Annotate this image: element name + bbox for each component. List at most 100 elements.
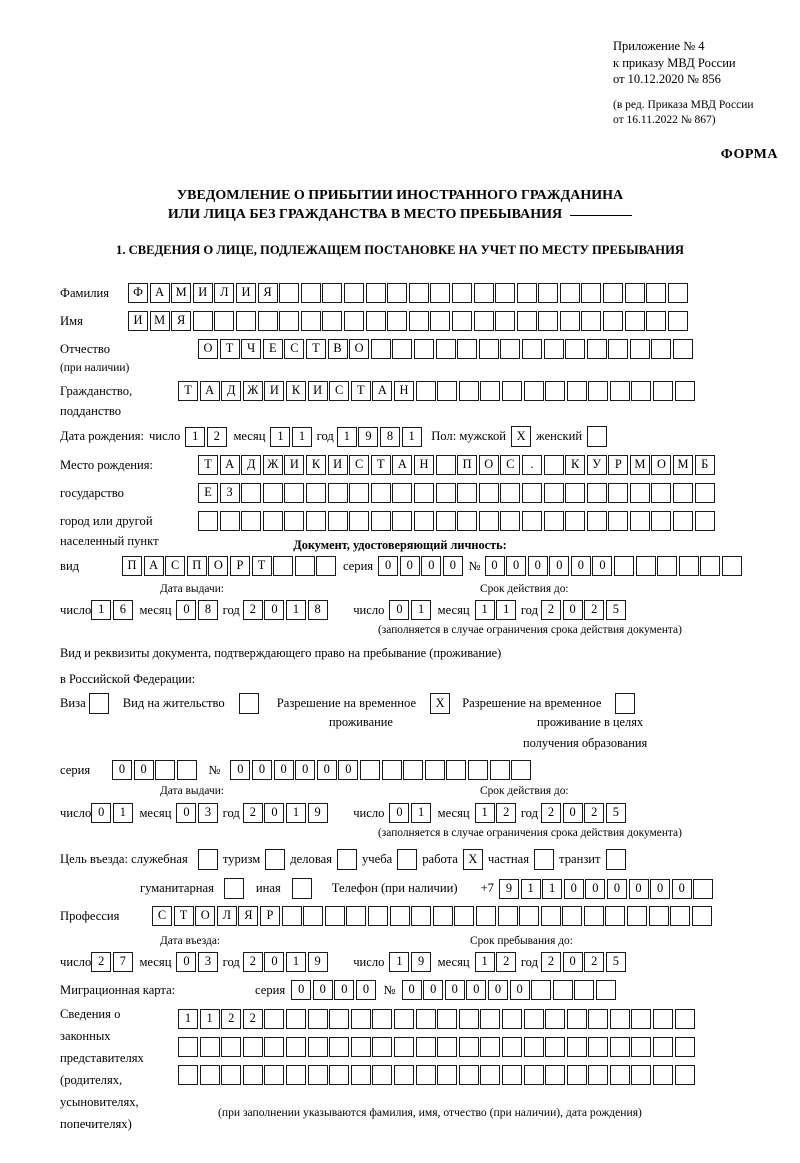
char-box[interactable]: 0 <box>487 980 508 1000</box>
char-box[interactable] <box>559 311 580 331</box>
char-box[interactable] <box>646 311 667 331</box>
char-box[interactable]: И <box>264 381 285 401</box>
char-box[interactable]: 1 <box>292 426 313 447</box>
char-box[interactable] <box>543 483 564 503</box>
char-box[interactable]: 2 <box>242 1009 263 1029</box>
char-box[interactable]: 0 <box>176 600 197 620</box>
char-box[interactable]: 0 <box>91 803 112 823</box>
char-box[interactable] <box>674 1009 695 1029</box>
char-box[interactable]: 1 <box>270 426 291 447</box>
char-box[interactable]: 0 <box>338 760 359 780</box>
char-box[interactable] <box>543 455 564 475</box>
char-box[interactable] <box>300 311 321 331</box>
char-box[interactable] <box>257 311 278 331</box>
char-box[interactable]: 1 <box>286 952 307 972</box>
char-box[interactable] <box>586 511 607 531</box>
char-box[interactable] <box>581 311 602 331</box>
char-box[interactable] <box>458 1009 479 1029</box>
char-box[interactable]: И <box>284 455 305 475</box>
char-box[interactable] <box>629 483 650 503</box>
char-box[interactable]: 0 <box>334 980 355 1000</box>
char-box[interactable] <box>609 381 630 401</box>
char-box[interactable] <box>392 339 413 359</box>
char-box[interactable] <box>653 1037 674 1057</box>
char-box[interactable] <box>458 381 479 401</box>
char-box[interactable]: 9 <box>307 952 328 972</box>
char-box[interactable]: Т <box>251 556 272 576</box>
char-box[interactable]: 0 <box>264 600 285 620</box>
char-box[interactable] <box>316 556 337 576</box>
purpose-other-checkbox[interactable] <box>291 878 312 899</box>
char-box[interactable]: 1 <box>496 600 517 620</box>
char-box[interactable] <box>327 511 348 531</box>
char-box[interactable]: 3 <box>198 803 219 823</box>
char-box[interactable] <box>516 283 537 303</box>
char-box[interactable]: 0 <box>563 878 584 899</box>
char-box[interactable]: А <box>372 381 393 401</box>
char-box[interactable] <box>673 339 694 359</box>
char-box[interactable]: 0 <box>230 760 251 780</box>
char-box[interactable] <box>566 1037 587 1057</box>
char-box[interactable] <box>430 283 451 303</box>
char-box[interactable] <box>473 311 494 331</box>
char-box[interactable] <box>545 1065 566 1085</box>
char-box[interactable]: 0 <box>264 952 285 972</box>
char-box[interactable] <box>566 1065 587 1085</box>
char-box[interactable] <box>305 511 326 531</box>
char-box[interactable] <box>565 511 586 531</box>
char-box[interactable] <box>674 1037 695 1057</box>
char-box[interactable] <box>500 511 521 531</box>
char-box[interactable] <box>631 1065 652 1085</box>
char-box[interactable] <box>437 1009 458 1029</box>
char-box[interactable] <box>192 311 213 331</box>
char-box[interactable] <box>415 381 436 401</box>
char-box[interactable] <box>284 511 305 531</box>
char-box[interactable] <box>674 1065 695 1085</box>
char-box[interactable] <box>511 760 532 780</box>
char-box[interactable] <box>631 381 652 401</box>
char-box[interactable] <box>566 381 587 401</box>
char-box[interactable] <box>475 906 496 926</box>
char-box[interactable]: А <box>392 455 413 475</box>
char-box[interactable] <box>285 1037 306 1057</box>
char-box[interactable]: О <box>349 339 370 359</box>
char-box[interactable]: Н <box>413 455 434 475</box>
char-box[interactable] <box>392 511 413 531</box>
char-box[interactable] <box>329 1037 350 1057</box>
char-box[interactable]: М <box>673 455 694 475</box>
char-box[interactable]: Л <box>214 283 235 303</box>
char-box[interactable]: 0 <box>316 760 337 780</box>
char-box[interactable]: Ф <box>128 283 148 303</box>
char-box[interactable] <box>583 906 604 926</box>
char-box[interactable] <box>155 760 176 780</box>
char-box[interactable]: 0 <box>562 952 583 972</box>
char-box[interactable]: 0 <box>509 980 530 1000</box>
char-box[interactable] <box>588 381 609 401</box>
char-box[interactable]: . <box>521 455 542 475</box>
char-box[interactable] <box>722 556 743 576</box>
char-box[interactable] <box>322 311 343 331</box>
char-box[interactable] <box>284 483 305 503</box>
char-box[interactable]: 1 <box>286 803 307 823</box>
char-box[interactable]: К <box>285 381 306 401</box>
char-box[interactable] <box>608 511 629 531</box>
char-box[interactable] <box>694 511 715 531</box>
char-box[interactable]: Ж <box>262 455 283 475</box>
temp-residence-edu-checkbox[interactable] <box>615 693 636 714</box>
char-box[interactable] <box>300 283 321 303</box>
char-box[interactable] <box>343 311 364 331</box>
char-box[interactable] <box>372 1009 393 1029</box>
char-box[interactable] <box>540 906 561 926</box>
char-box[interactable] <box>424 760 445 780</box>
char-box[interactable] <box>495 311 516 331</box>
char-box[interactable]: 2 <box>242 600 263 620</box>
char-box[interactable] <box>264 1037 285 1057</box>
char-box[interactable] <box>430 311 451 331</box>
char-box[interactable] <box>627 906 648 926</box>
char-box[interactable] <box>307 1009 328 1029</box>
